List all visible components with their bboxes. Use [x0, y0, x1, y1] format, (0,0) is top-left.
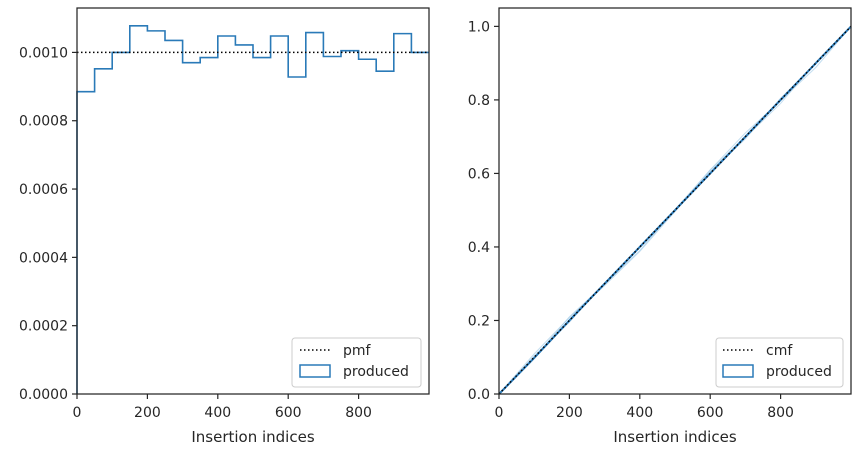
x-tick-label: 400	[626, 405, 653, 421]
legend-cmf-label: cmf	[766, 343, 793, 359]
plot-marks	[498, 25, 852, 395]
x-tick-label: 800	[345, 405, 372, 421]
y-tick-label: 0.8	[468, 93, 490, 109]
y-tick-label: 0.0006	[19, 182, 68, 198]
x-tick-label: 0	[73, 405, 82, 421]
x-tick-label: 800	[767, 405, 794, 421]
plot-frame	[76, 7, 430, 395]
x-tick-label: 0	[495, 405, 504, 421]
x-axis-label: Insertion indices	[613, 428, 736, 446]
legend: cmf produced	[715, 337, 844, 388]
produced-histogram-step	[76, 24, 429, 394]
y-tick-label: 1.0	[468, 19, 490, 35]
legend-produced-label: produced	[343, 364, 409, 380]
plot-marks	[76, 24, 429, 394]
y-tick-label: 0.0002	[19, 319, 68, 335]
plot-frame	[498, 7, 852, 395]
cmf-line-chart: 0 200 400 600 800 0.0 0.2 0.4 0.6 0.8 1.0 Insertio…	[468, 7, 852, 446]
x-tick-label: 600	[697, 405, 724, 421]
axis-ticks: 0 200 400 600 800 0.0 0.2 0.4 0.6 0.8 1.0	[468, 19, 794, 421]
y-tick-label: 0.2	[468, 313, 490, 329]
legend-produced-label: produced	[766, 364, 832, 380]
x-tick-label: 200	[134, 405, 161, 421]
legend: pmf produced	[291, 337, 422, 388]
pmf-histogram-chart: 0 200 400 600 800 0.0000 0.0002 0.0004 0.0006 0.0…	[19, 7, 430, 446]
plot-area-background	[77, 8, 429, 394]
cmf-reference-line	[498, 25, 852, 395]
axis-ticks: 0 200 400 600 800 0.0000 0.0002 0.0004 0.0006 0.0…	[19, 45, 372, 421]
y-tick-label: 0.4	[468, 240, 490, 256]
x-axis-label: Insertion indices	[191, 428, 314, 446]
y-tick-label: 0.0010	[19, 45, 68, 61]
x-tick-label: 200	[556, 405, 583, 421]
y-tick-label: 0.0000	[19, 387, 68, 403]
x-tick-label: 400	[204, 405, 231, 421]
legend-produced-swatch	[722, 364, 754, 378]
x-tick-label: 600	[275, 405, 302, 421]
legend-pmf-label: pmf	[343, 343, 372, 359]
y-tick-label: 0.0008	[19, 114, 68, 130]
y-tick-label: 0.6	[468, 166, 490, 182]
y-tick-label: 0.0	[468, 387, 490, 403]
y-tick-label: 0.0004	[19, 250, 68, 266]
legend-produced-swatch	[299, 364, 331, 378]
